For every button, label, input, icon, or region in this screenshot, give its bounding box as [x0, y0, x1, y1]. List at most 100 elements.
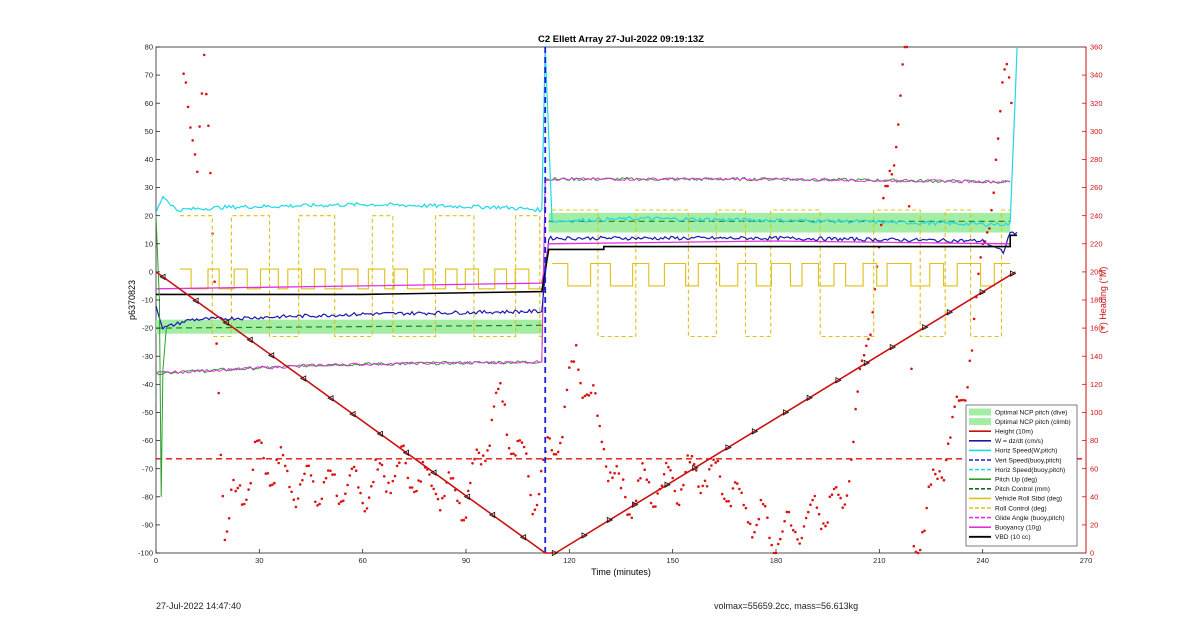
heading-point: [828, 495, 832, 499]
heading-point: [243, 502, 246, 506]
heading-point: [568, 366, 571, 369]
heading-point: [858, 367, 862, 371]
y-tick-label: -50: [142, 408, 153, 417]
heading-point: [507, 446, 511, 450]
y-right-tick-label: 240: [1090, 211, 1103, 220]
heading-point: [802, 525, 806, 528]
legend-items: Optimal NCP pitch (dive) Optimal NCP pitc…: [969, 408, 1071, 541]
heading-point: [664, 461, 668, 465]
heading-point: [189, 126, 192, 129]
y-tick-label: -100: [138, 549, 153, 558]
heading-point: [783, 519, 786, 523]
heading-point: [217, 391, 220, 395]
heading-point: [219, 453, 223, 457]
heading-point: [184, 81, 188, 84]
height-marker: [835, 377, 842, 384]
legend-label: Buoyancy (10g): [995, 525, 1041, 532]
heading-point: [645, 478, 649, 482]
heading-point: [546, 436, 549, 439]
x-tick-label: 120: [563, 556, 576, 565]
ncp-climb-band: [548, 212, 1011, 233]
heading-point: [804, 516, 808, 520]
heading-point: [905, 45, 909, 49]
heading-point: [865, 344, 868, 348]
heading-point: [215, 342, 218, 345]
heading-point: [350, 467, 354, 471]
heading-point: [316, 504, 319, 507]
heading-point: [292, 498, 296, 502]
heading-point: [613, 471, 616, 475]
heading-point: [415, 489, 418, 493]
vbd-line: [156, 234, 1018, 296]
heading-point: [539, 469, 543, 473]
heading-point: [428, 473, 431, 476]
legend-label: Optimal NCP pitch (climb): [995, 419, 1071, 426]
heading-point: [690, 454, 694, 458]
heading-point: [977, 272, 980, 276]
heading-point: [845, 494, 849, 497]
heading-point: [372, 480, 375, 484]
heading-point: [598, 424, 601, 428]
heading-point: [662, 472, 666, 476]
heading-point: [320, 497, 324, 501]
heading-point: [387, 481, 390, 485]
heading-point: [759, 498, 763, 502]
heading-point: [391, 479, 395, 483]
heading-point: [862, 353, 866, 357]
heading-point: [949, 436, 952, 439]
height-marker: [979, 288, 986, 296]
heading-point: [479, 463, 483, 466]
heading-point: [251, 468, 255, 472]
y-right-axis-label: (+) Heading (°M): [1098, 267, 1108, 334]
y-right-tick-label: 0: [1090, 549, 1094, 558]
heading-point: [581, 396, 584, 400]
heading-point: [182, 72, 185, 75]
heading-point: [852, 440, 855, 444]
heading-point: [776, 542, 780, 546]
y-right-tick-label: 120: [1090, 380, 1103, 389]
heading-point: [619, 486, 623, 490]
heading-point: [264, 472, 268, 475]
heading-point: [701, 484, 705, 488]
heading-point: [352, 465, 356, 469]
heading-point: [471, 462, 474, 465]
heading-point: [281, 453, 285, 457]
height-marker: [192, 297, 199, 304]
heading-point: [430, 484, 433, 488]
heading-point: [464, 516, 468, 519]
heading-point: [213, 280, 216, 284]
heading-point: [402, 444, 405, 448]
height-marker: [1010, 270, 1017, 277]
y-right-tick-label: 100: [1090, 408, 1103, 417]
y-right-tick-label: 60: [1090, 464, 1098, 473]
heading-point: [992, 191, 995, 194]
pitch-dive-dashed-line: [155, 324, 542, 329]
heading-point: [654, 505, 657, 508]
heading-point: [680, 488, 683, 491]
heading-point: [695, 469, 698, 472]
heading-point: [574, 343, 578, 347]
heading-point: [843, 503, 847, 506]
heading-point: [837, 493, 840, 497]
heading-point: [615, 465, 618, 468]
heading-point: [314, 500, 317, 504]
heading-point: [200, 92, 204, 95]
heading-point: [346, 483, 349, 487]
heading-point: [1007, 76, 1011, 79]
heading-point: [389, 491, 393, 495]
heading-point: [879, 223, 883, 227]
heading-point: [609, 471, 612, 474]
heading-point: [514, 454, 517, 457]
heading-point: [604, 465, 608, 468]
heading-point: [481, 454, 485, 457]
roll-control-climb-line: [552, 209, 1011, 338]
heading-point: [596, 414, 599, 418]
heading-point: [890, 173, 894, 176]
heading-point: [643, 468, 646, 472]
heading-point: [746, 521, 750, 524]
heading-point: [527, 475, 530, 478]
heading-point: [748, 522, 752, 526]
x-tick-label: 210: [873, 556, 886, 565]
heading-point: [826, 521, 829, 524]
heading-point: [934, 472, 937, 476]
